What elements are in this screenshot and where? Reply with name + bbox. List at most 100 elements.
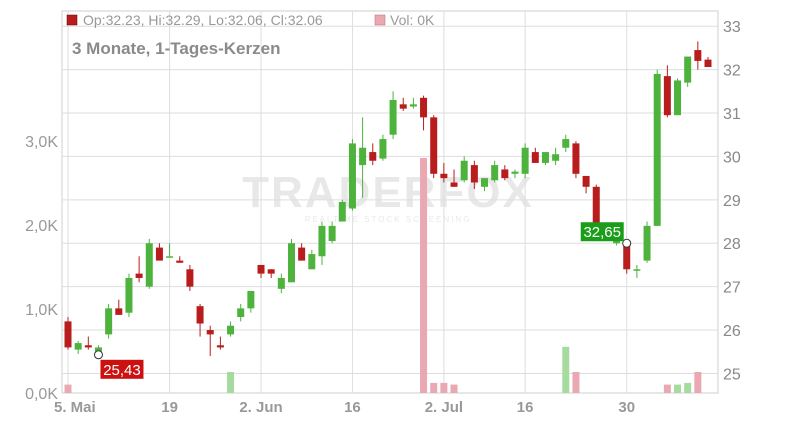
candle (348, 139, 356, 211)
volume-bar (684, 382, 692, 393)
candle (450, 169, 458, 187)
candle-body (430, 117, 438, 174)
candle (653, 69, 661, 226)
candle-body (694, 50, 702, 61)
candle (176, 256, 184, 263)
candle-body (338, 202, 346, 222)
candle-body (84, 345, 92, 348)
candle-body (491, 165, 499, 181)
candle-body (389, 99, 397, 135)
candle-body (64, 321, 72, 348)
price-tick-label: 30 (723, 149, 741, 166)
candle (460, 156, 468, 183)
candle (267, 269, 275, 278)
candle (633, 264, 641, 278)
candle (196, 304, 204, 337)
candle-body (684, 56, 692, 83)
candle-body (613, 241, 621, 244)
candle (227, 321, 235, 337)
volume-tick-label: 0,0K (25, 386, 58, 403)
candle (237, 304, 245, 322)
price-tick-label: 28 (723, 236, 741, 253)
candle (74, 340, 82, 354)
candle (298, 243, 306, 261)
candle-body (704, 59, 712, 67)
candle-body (470, 165, 478, 183)
candle-body (399, 104, 407, 109)
candle (541, 152, 549, 166)
volume-bar (674, 384, 682, 393)
candle-body (237, 308, 245, 318)
candle-body (369, 152, 377, 161)
date-tick-label: 2. Jul (425, 399, 463, 416)
price-axis: 25 26 27 28 29 30 31 32 33 (723, 19, 741, 383)
volume-axis: 0,0K 1,0K 2,0K 3,0K (25, 134, 58, 403)
candle-body (125, 277, 133, 313)
candle-body (176, 260, 184, 263)
candle-body (460, 160, 468, 181)
candle (552, 147, 560, 166)
max-badge (580, 222, 624, 242)
candle-body (552, 154, 560, 161)
candle (135, 256, 143, 283)
candle (155, 243, 163, 261)
candle-body (623, 243, 631, 270)
candle-body (257, 264, 265, 274)
extreme-markers: 32,65 25,43 (93, 222, 632, 379)
volume-bars (64, 157, 702, 393)
candles (64, 41, 712, 357)
candle (481, 178, 489, 192)
candle-body (216, 345, 224, 348)
candle-body (531, 152, 539, 163)
candle (521, 143, 529, 179)
candle (125, 273, 133, 318)
candle-body (115, 308, 123, 315)
candle-body (511, 171, 519, 174)
volume-bar (572, 372, 580, 393)
candle-body (145, 243, 153, 287)
candle (115, 299, 123, 315)
candle (470, 160, 478, 189)
min-badge-value: 25,43 (103, 362, 141, 379)
price-tick-label: 26 (723, 323, 741, 340)
candle (328, 221, 336, 244)
candle (145, 238, 153, 289)
candle (186, 264, 194, 291)
date-tick-label: 5. Mai (54, 399, 96, 416)
candle (430, 115, 438, 179)
candle (84, 336, 92, 350)
candle-body (318, 225, 326, 257)
date-tick-label: 19 (161, 399, 178, 416)
volume-bar (450, 384, 458, 393)
candle-body (186, 269, 194, 287)
candle-body (267, 269, 275, 274)
candle (105, 304, 113, 339)
candle-body (359, 147, 367, 166)
candle-body (206, 330, 214, 335)
candle (643, 221, 651, 263)
volume-bar (227, 372, 235, 393)
volume-bar (440, 382, 448, 393)
candle (308, 249, 316, 270)
candle (318, 221, 326, 265)
candle (257, 264, 265, 278)
price-tick-label: 29 (723, 193, 741, 210)
candle (694, 41, 702, 70)
volume-tick-label: 3,0K (25, 134, 58, 151)
volume-bar (430, 382, 438, 393)
candle-body (348, 143, 356, 209)
candle-body (379, 139, 387, 159)
candle (399, 97, 407, 111)
candle-body (166, 256, 174, 258)
candle-body (481, 178, 489, 187)
price-tick-label: 33 (723, 19, 741, 36)
candle-body (135, 273, 143, 278)
ohlc-label: Op:32.23, Hi:32.29, Lo:32.06, Cl:32.06 (83, 12, 323, 28)
candle-body (501, 169, 509, 179)
candle-body (663, 76, 671, 116)
volume-bar (694, 372, 702, 393)
candle-body (572, 143, 580, 174)
date-tick-label: 16 (344, 399, 361, 416)
